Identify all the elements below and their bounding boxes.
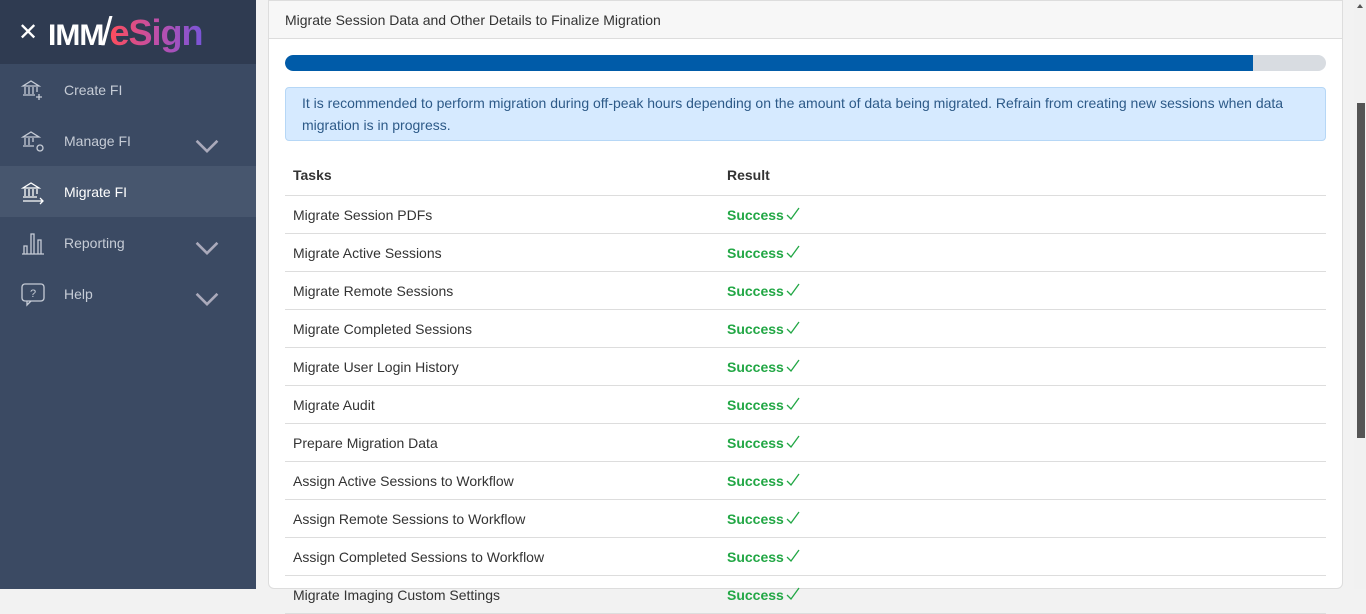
task-name: Migrate Imaging Custom Settings	[285, 575, 719, 614]
scrollbar[interactable]	[1354, 0, 1366, 589]
table-row: Assign Completed Sessions to Workflow Suc…	[285, 537, 1326, 576]
task-result: Success	[719, 461, 1326, 500]
progress-fill	[285, 55, 1254, 71]
sidebar-item-label: Create FI	[64, 81, 123, 98]
sidebar-item-label: Manage FI	[64, 132, 131, 149]
table-row: Migrate Remote Sessions Success	[285, 271, 1326, 310]
task-name: Migrate User Login History	[285, 347, 719, 386]
header-tasks: Tasks	[285, 155, 719, 196]
table-row: Prepare Migration Data Success	[285, 423, 1326, 462]
sidebar-item-label: Migrate FI	[64, 183, 128, 200]
chevron-down-icon	[195, 292, 219, 307]
table-row: Migrate Completed Sessions Success	[285, 309, 1326, 348]
bank-plus-icon	[20, 79, 42, 100]
task-name: Migrate Audit	[285, 385, 719, 424]
table-row: Migrate Active Sessions Success	[285, 233, 1326, 272]
close-icon[interactable]: ✕	[18, 18, 39, 46]
bank-gear-icon	[20, 130, 44, 152]
logo: IMM / eSign	[48, 9, 203, 54]
result-status: Success	[727, 282, 784, 299]
result-status: Success	[727, 434, 784, 451]
table-row: Migrate Imaging Custom Settings Success	[285, 575, 1326, 614]
result-status: Success	[727, 510, 784, 527]
check-icon	[786, 549, 800, 562]
bar-chart-icon	[22, 232, 44, 255]
check-icon	[786, 397, 800, 410]
result-status: Success	[727, 244, 784, 261]
progress-bar	[285, 55, 1326, 71]
task-result: Success	[719, 537, 1326, 576]
brand-header: ✕ IMM / eSign	[0, 0, 256, 64]
check-icon	[786, 435, 800, 448]
result-status: Success	[727, 320, 784, 337]
task-name: Assign Completed Sessions to Workflow	[285, 537, 719, 576]
chevron-down-icon	[195, 139, 219, 154]
sidebar: ✕ IMM / eSign Create FI Manage FI Migrate FI…	[0, 0, 256, 589]
result-status: Success	[727, 548, 784, 565]
card-title: Migrate Session Data and Other Details t…	[269, 1, 1342, 39]
check-icon	[786, 359, 800, 372]
task-name: Migrate Session PDFs	[285, 195, 719, 234]
help-bubble-icon: ?	[21, 282, 45, 307]
header-result: Result	[719, 155, 1326, 196]
task-result: Success	[719, 271, 1326, 310]
sidebar-item-migrate-fi[interactable]: Migrate FI	[0, 166, 256, 217]
table-row: Assign Active Sessions to Workflow Succes…	[285, 461, 1326, 500]
task-result: Success	[719, 233, 1326, 272]
scroll-up-icon[interactable]	[1357, 4, 1363, 8]
result-status: Success	[727, 472, 784, 489]
task-name: Assign Active Sessions to Workflow	[285, 461, 719, 500]
result-status: Success	[727, 358, 784, 375]
bank-arrow-icon	[20, 181, 44, 204]
table-row: Migrate User Login History Success	[285, 347, 1326, 386]
task-result: Success	[719, 347, 1326, 386]
task-name: Migrate Remote Sessions	[285, 271, 719, 310]
check-icon	[786, 283, 800, 296]
task-result: Success	[719, 423, 1326, 462]
table-row: Assign Remote Sessions to Workflow Succes…	[285, 499, 1326, 538]
task-result: Success	[719, 575, 1326, 614]
check-icon	[786, 207, 800, 220]
svg-text:?: ?	[30, 288, 36, 300]
table-row: Migrate Session PDFs Success	[285, 195, 1326, 234]
table-row: Migrate Audit Success	[285, 385, 1326, 424]
task-result: Success	[719, 499, 1326, 538]
task-name: Migrate Completed Sessions	[285, 309, 719, 348]
sidebar-item-reporting[interactable]: Reporting	[0, 217, 256, 268]
check-icon	[786, 473, 800, 486]
sidebar-item-label: Help	[64, 285, 93, 302]
sidebar-item-create-fi[interactable]: Create FI	[0, 64, 256, 115]
task-name: Assign Remote Sessions to Workflow	[285, 499, 719, 538]
scrollbar-thumb[interactable]	[1357, 103, 1365, 438]
task-result: Success	[719, 309, 1326, 348]
info-alert: It is recommended to perform migration d…	[285, 87, 1326, 141]
result-status: Success	[727, 396, 784, 413]
sidebar-item-help[interactable]: ? Help	[0, 268, 256, 319]
task-name: Prepare Migration Data	[285, 423, 719, 462]
task-result: Success	[719, 385, 1326, 424]
sidebar-item-manage-fi[interactable]: Manage FI	[0, 115, 256, 166]
task-result: Success	[719, 195, 1326, 234]
result-status: Success	[727, 206, 784, 223]
sidebar-item-label: Reporting	[64, 234, 125, 251]
check-icon	[786, 245, 800, 258]
check-icon	[786, 321, 800, 334]
tasks-table: Tasks Result Migrate Session PDFs Success…	[285, 155, 1326, 614]
task-name: Migrate Active Sessions	[285, 233, 719, 272]
chevron-down-icon	[195, 241, 219, 256]
migration-card: Migrate Session Data and Other Details t…	[268, 0, 1343, 614]
check-icon	[786, 511, 800, 524]
